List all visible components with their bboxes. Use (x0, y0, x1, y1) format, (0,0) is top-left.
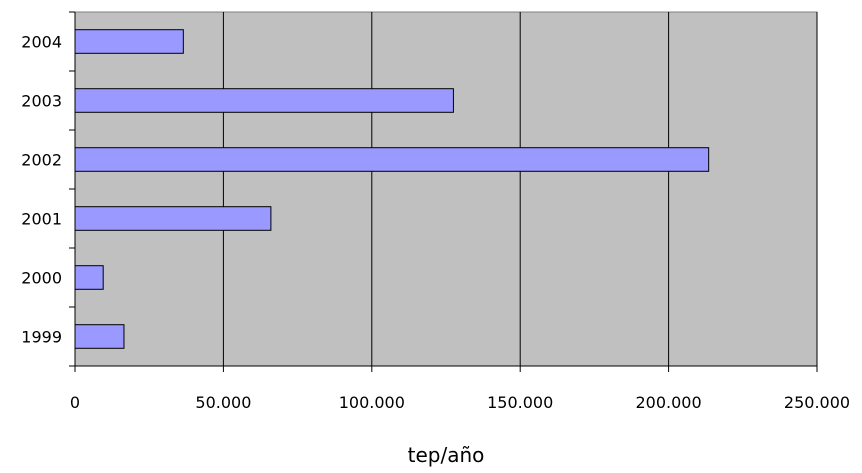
y-tick-label: 2000 (21, 269, 62, 288)
x-tick-label: 100.000 (339, 393, 405, 412)
bar (74, 265, 104, 290)
y-tick-label: 1999 (21, 328, 62, 347)
bar (74, 88, 454, 113)
x-tick-label: 250.000 (784, 393, 850, 412)
gridlines (222, 12, 818, 366)
plot-area (74, 11, 818, 367)
y-tick-labels: 2004 2003 2002 2001 2000 1999 (21, 33, 62, 347)
x-axis-title: tep/año (408, 443, 485, 467)
y-tick-label: 2002 (21, 151, 62, 170)
bar (74, 147, 710, 172)
x-tick-label: 50.000 (195, 393, 251, 412)
y-tick-label: 2004 (21, 33, 62, 52)
x-tick-labels: 0 50.000 100.000 150.000 200.000 250.000 (70, 393, 850, 412)
x-tick-label: 150.000 (487, 393, 553, 412)
y-tick-label: 2001 (21, 210, 62, 229)
y-tick-label: 2003 (21, 92, 62, 111)
bar (74, 324, 125, 349)
axes (69, 11, 818, 372)
bars (74, 29, 710, 349)
bar (74, 206, 272, 231)
x-tick-label: 0 (70, 393, 80, 412)
bar (74, 29, 184, 54)
x-tick-label: 200.000 (636, 393, 702, 412)
